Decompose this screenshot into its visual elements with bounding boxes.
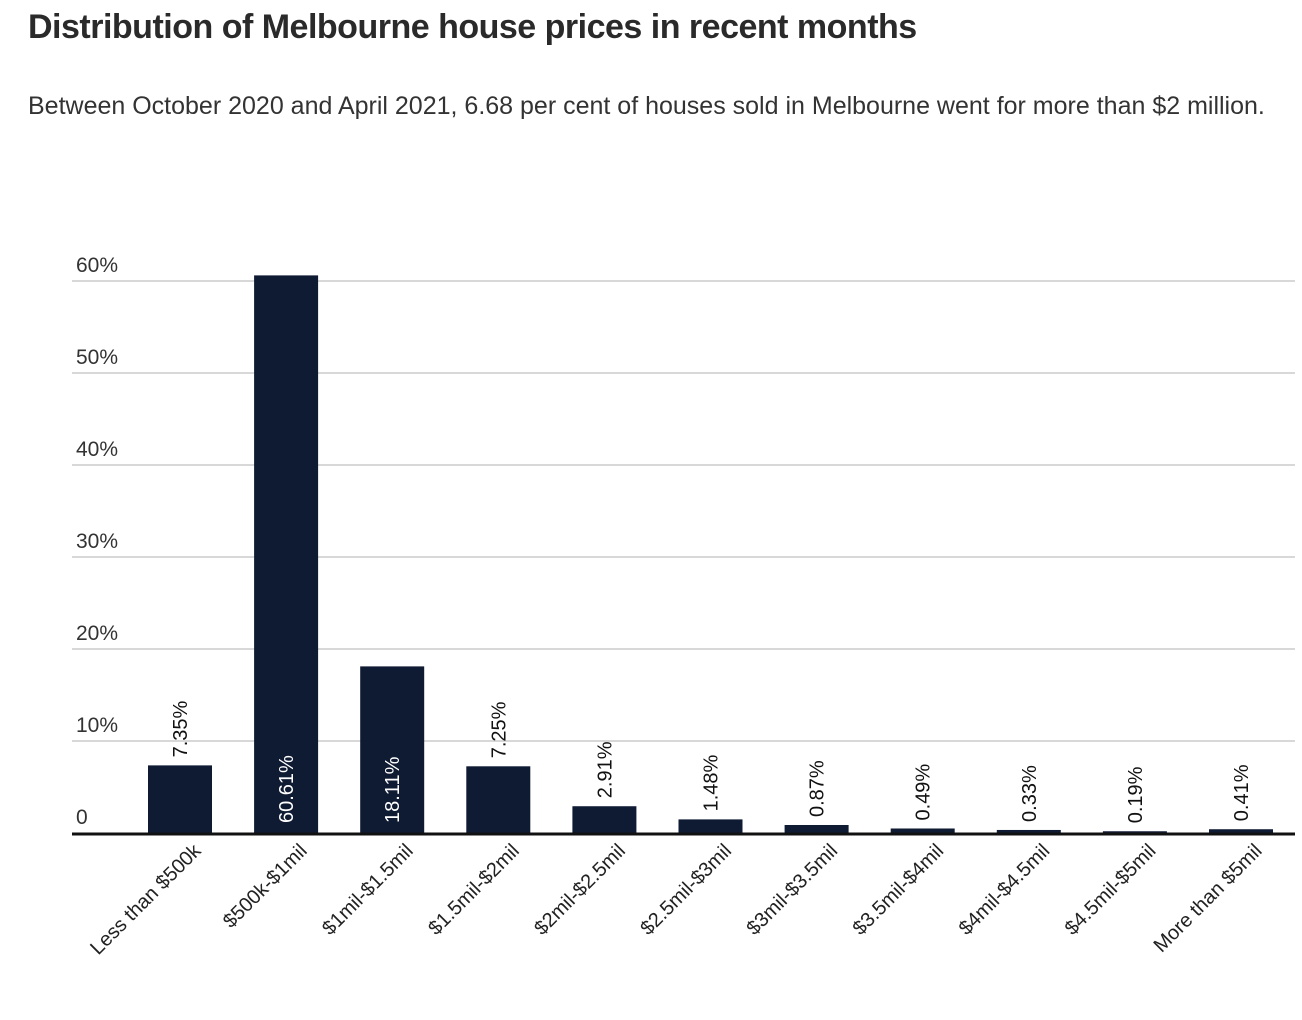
data-label: 0.87% — [807, 760, 829, 817]
x-tick-label: More than $5mil — [1150, 840, 1267, 957]
x-tick-label: $500k-$1mil — [219, 840, 312, 933]
data-label: 1.48% — [701, 754, 723, 811]
bar — [996, 829, 1061, 833]
y-tick-label: 40% — [76, 438, 118, 461]
bars — [148, 275, 1273, 833]
chart-subtitle: Between October 2020 and April 2021, 6.6… — [28, 92, 1265, 120]
data-label: 2.91% — [594, 741, 616, 798]
bar — [784, 824, 849, 833]
y-tick-label: 20% — [76, 622, 118, 645]
bar — [572, 806, 637, 833]
data-labels: 7.35% 60.61% 18.11% 7.25% 2.91% 1.48% 0.87% 0.4… — [170, 700, 1253, 823]
data-label: 0.49% — [913, 764, 935, 821]
data-label: 0.33% — [1019, 765, 1041, 822]
data-label: 0.19% — [1125, 766, 1147, 823]
y-tick-label: 50% — [76, 346, 118, 369]
data-label: 7.25% — [488, 701, 510, 758]
bar — [254, 275, 319, 833]
data-label: 0.41% — [1231, 764, 1253, 821]
chart-title: Distribution of Melbourne house prices i… — [28, 8, 917, 46]
x-tick-label: $2mil-$2.5mil — [530, 840, 630, 940]
y-axis-ticks: 0 10% 20% 30% 40% 50% 60% — [76, 254, 118, 829]
bar — [678, 819, 743, 833]
x-tick-label: $1mil-$1.5mil — [318, 840, 418, 940]
bar — [1209, 829, 1273, 833]
x-tick-label: $3.5mil-$4mil — [849, 840, 949, 940]
data-label: 18.11% — [382, 756, 404, 823]
x-tick-label: $1.5mil-$2mil — [424, 840, 524, 940]
bar — [360, 666, 425, 833]
bar — [1102, 831, 1167, 833]
x-tick-label: $4.5mil-$5mil — [1061, 840, 1161, 940]
x-tick-label: $2.5mil-$3mil — [636, 840, 736, 940]
bar — [890, 828, 955, 833]
bar — [466, 766, 531, 833]
y-tick-label: 10% — [76, 714, 118, 737]
x-tick-label: $4mil-$4.5mil — [955, 840, 1055, 940]
data-label: 60.61% — [276, 755, 298, 823]
x-tick-label: $3mil-$3.5mil — [742, 840, 842, 940]
data-label: 7.35% — [170, 700, 192, 757]
y-tick-label: 0 — [76, 806, 88, 829]
x-axis-categories: Less than $500k $500k-$1mil $1mil-$1.5mil $… — [86, 839, 1266, 959]
x-tick-label: Less than $500k — [86, 839, 206, 959]
y-tick-label: 30% — [76, 530, 118, 553]
bar — [148, 765, 212, 833]
y-tick-label: 60% — [76, 254, 118, 277]
